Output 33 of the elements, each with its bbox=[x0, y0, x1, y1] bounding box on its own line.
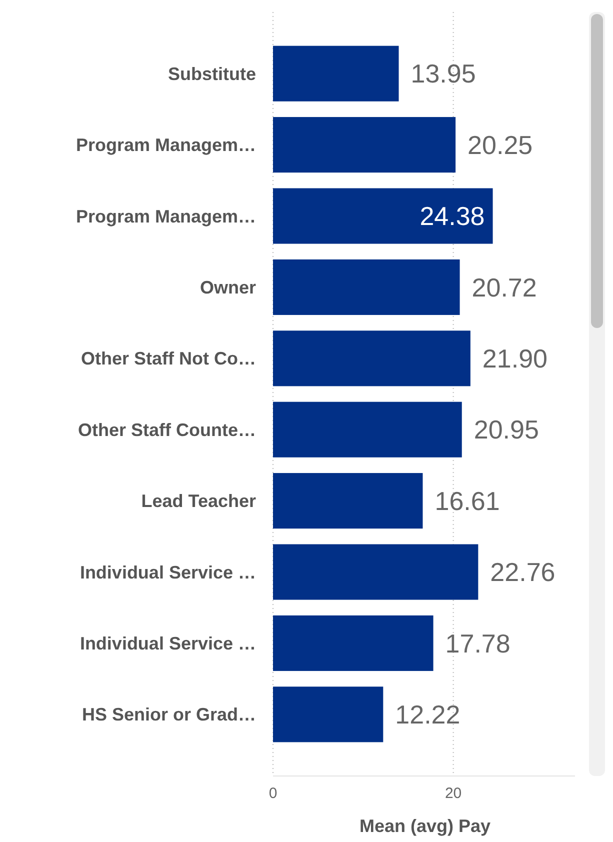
data-label: 20.25 bbox=[468, 130, 533, 160]
y-tick-label: Substitute bbox=[168, 64, 256, 84]
bar bbox=[273, 473, 423, 529]
bar bbox=[273, 188, 493, 244]
y-tick-label: Program Managem… bbox=[76, 135, 256, 156]
bar bbox=[273, 615, 434, 671]
data-label: 13.95 bbox=[410, 58, 476, 89]
y-tick-label: HS Senior or Grad… bbox=[82, 704, 256, 725]
y-tick-label: Other Staff Counte… bbox=[78, 420, 256, 440]
y-tick-label: Program Managem… bbox=[76, 206, 256, 226]
y-tick-label: Owner bbox=[200, 278, 256, 298]
y-tick-label: Lead Teacher bbox=[141, 491, 256, 512]
data-label: 22.76 bbox=[490, 557, 556, 588]
data-label: 21.90 bbox=[482, 344, 548, 374]
y-tick-label: Individual Service … bbox=[80, 634, 256, 654]
bar bbox=[273, 544, 478, 600]
x-tick-label: 0 bbox=[268, 785, 278, 802]
bar bbox=[273, 402, 462, 458]
x-axis-title: Mean (avg) Pay bbox=[359, 816, 491, 836]
data-label: 20.72 bbox=[472, 272, 537, 302]
data-label: 20.95 bbox=[474, 414, 539, 445]
bar bbox=[273, 117, 456, 173]
bar bbox=[273, 46, 399, 102]
bar bbox=[273, 686, 384, 742]
y-tick-label: Individual Service … bbox=[80, 562, 256, 582]
bar bbox=[273, 330, 470, 386]
data-label: 17.78 bbox=[445, 628, 510, 658]
data-label: 16.61 bbox=[434, 486, 500, 516]
x-tick-label: 20 bbox=[444, 785, 462, 802]
data-label: 24.38 bbox=[420, 201, 485, 232]
bar bbox=[273, 259, 460, 315]
y-tick-label: Other Staff Not Co… bbox=[81, 348, 256, 369]
data-label: 12.22 bbox=[395, 700, 460, 730]
